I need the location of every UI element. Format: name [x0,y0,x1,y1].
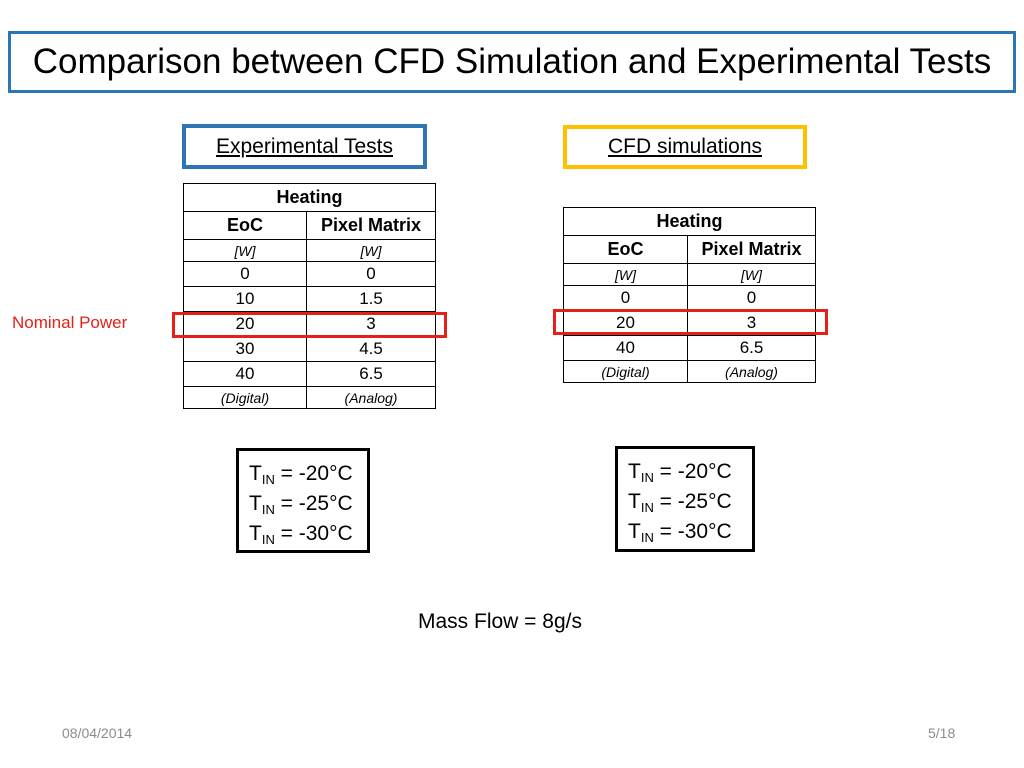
temp-subscript: IN [261,472,275,487]
table-row: 20 3 [183,311,437,337]
nominal-power-label: Nominal Power [12,313,128,332]
temp-symbol: T [249,522,262,545]
cfd-temperatures-box: TIN = -20°C TIN = -25°C TIN = -30°C [615,446,755,552]
table-units-row: [W] [W] [183,239,437,262]
temperature-line: TIN = -25°C [249,489,357,519]
table-cell: 4.5 [305,336,437,362]
column-header: EoC [563,235,688,264]
table-cell: 1.5 [305,286,437,312]
experimental-temperatures-box: TIN = -20°C TIN = -25°C TIN = -30°C [236,448,370,553]
table-cell: 6.5 [686,335,817,361]
temp-subscript: IN [640,500,654,515]
table-group-header-row: Heating [182,183,437,212]
temp-subscript: IN [640,470,654,485]
temperature-line: TIN = -25°C [628,487,742,517]
unit-cell: [W] [305,239,437,262]
unit-cell: [W] [686,263,817,286]
temp-value: = -30°C [653,520,732,543]
nominal-power-highlight-experimental [172,312,447,338]
nominal-power-highlight-cfd [553,309,828,335]
temp-symbol: T [628,460,641,483]
table-cell: 0 [183,261,307,287]
slide-title: Comparison between CFD Simulation and Ex… [32,42,992,81]
temperature-line: TIN = -30°C [249,519,357,549]
column-header: Pixel Matrix [686,235,817,264]
temp-value: = -25°C [653,490,732,513]
temp-subscript: IN [261,532,275,547]
table-column-header-row: EoC Pixel Matrix [183,211,437,240]
table-column-header-row: EoC Pixel Matrix [563,235,817,264]
footer-date: 08/04/2014 [62,725,133,741]
cfd-heading-box: CFD simulations [563,125,807,169]
temperature-line: TIN = -20°C [249,459,357,489]
group-header: Heating [182,183,437,212]
temp-symbol: T [249,492,262,515]
footer-cell: (Analog) [305,386,437,409]
temp-subscript: IN [640,530,654,545]
table-row: 0 0 [563,285,817,311]
mass-flow-label: Mass Flow = 8g/s [418,610,582,633]
group-header: Heating [562,207,817,236]
table-cell: 40 [563,335,688,361]
experimental-heading-box: Experimental Tests [182,124,427,169]
table-units-row: [W] [W] [563,263,817,286]
temperature-line: TIN = -30°C [628,517,742,547]
table-cell: 30 [183,336,307,362]
temp-symbol: T [249,462,262,485]
cfd-heading: CFD simulations [607,135,763,158]
table-footer-row: (Digital) (Analog) [183,386,437,409]
title-box: Comparison between CFD Simulation and Ex… [8,31,1016,93]
column-header: EoC [183,211,307,240]
page-number: 5/18 [928,725,956,741]
column-header: Pixel Matrix [305,211,437,240]
table-cell: 0 [686,285,817,311]
table-cell: 0 [563,285,688,311]
temp-symbol: T [628,520,641,543]
cfd-table: Heating EoC Pixel Matrix [W] [W] 0 0 20 … [562,207,817,383]
unit-cell: [W] [183,239,307,262]
experimental-heading: Experimental Tests [215,134,394,158]
table-group-header-row: Heating [562,207,817,236]
table-cell: 20 [183,311,307,337]
table-cell: 6.5 [305,361,437,387]
table-row: 0 0 [183,261,437,287]
footer-cell: (Digital) [563,360,688,383]
footer-cell: (Analog) [686,360,817,383]
table-footer-row: (Digital) (Analog) [563,360,817,383]
table-row: 40 6.5 [563,335,817,361]
temp-value: = -20°C [653,460,732,483]
table-row: 10 1.5 [183,286,437,312]
experimental-table: Heating EoC Pixel Matrix [W] [W] 0 0 10 … [182,183,437,409]
table-cell: 40 [183,361,307,387]
table-cell: 0 [305,261,437,287]
unit-cell: [W] [563,263,688,286]
table-row: 30 4.5 [183,336,437,362]
table-cell: 10 [183,286,307,312]
temp-value: = -20°C [274,462,353,485]
table-row: 40 6.5 [183,361,437,387]
temp-value: = -25°C [274,492,353,515]
temp-symbol: T [628,490,641,513]
footer-cell: (Digital) [183,386,307,409]
temp-value: = -30°C [274,522,353,545]
temp-subscript: IN [261,502,275,517]
temperature-line: TIN = -20°C [628,457,742,487]
